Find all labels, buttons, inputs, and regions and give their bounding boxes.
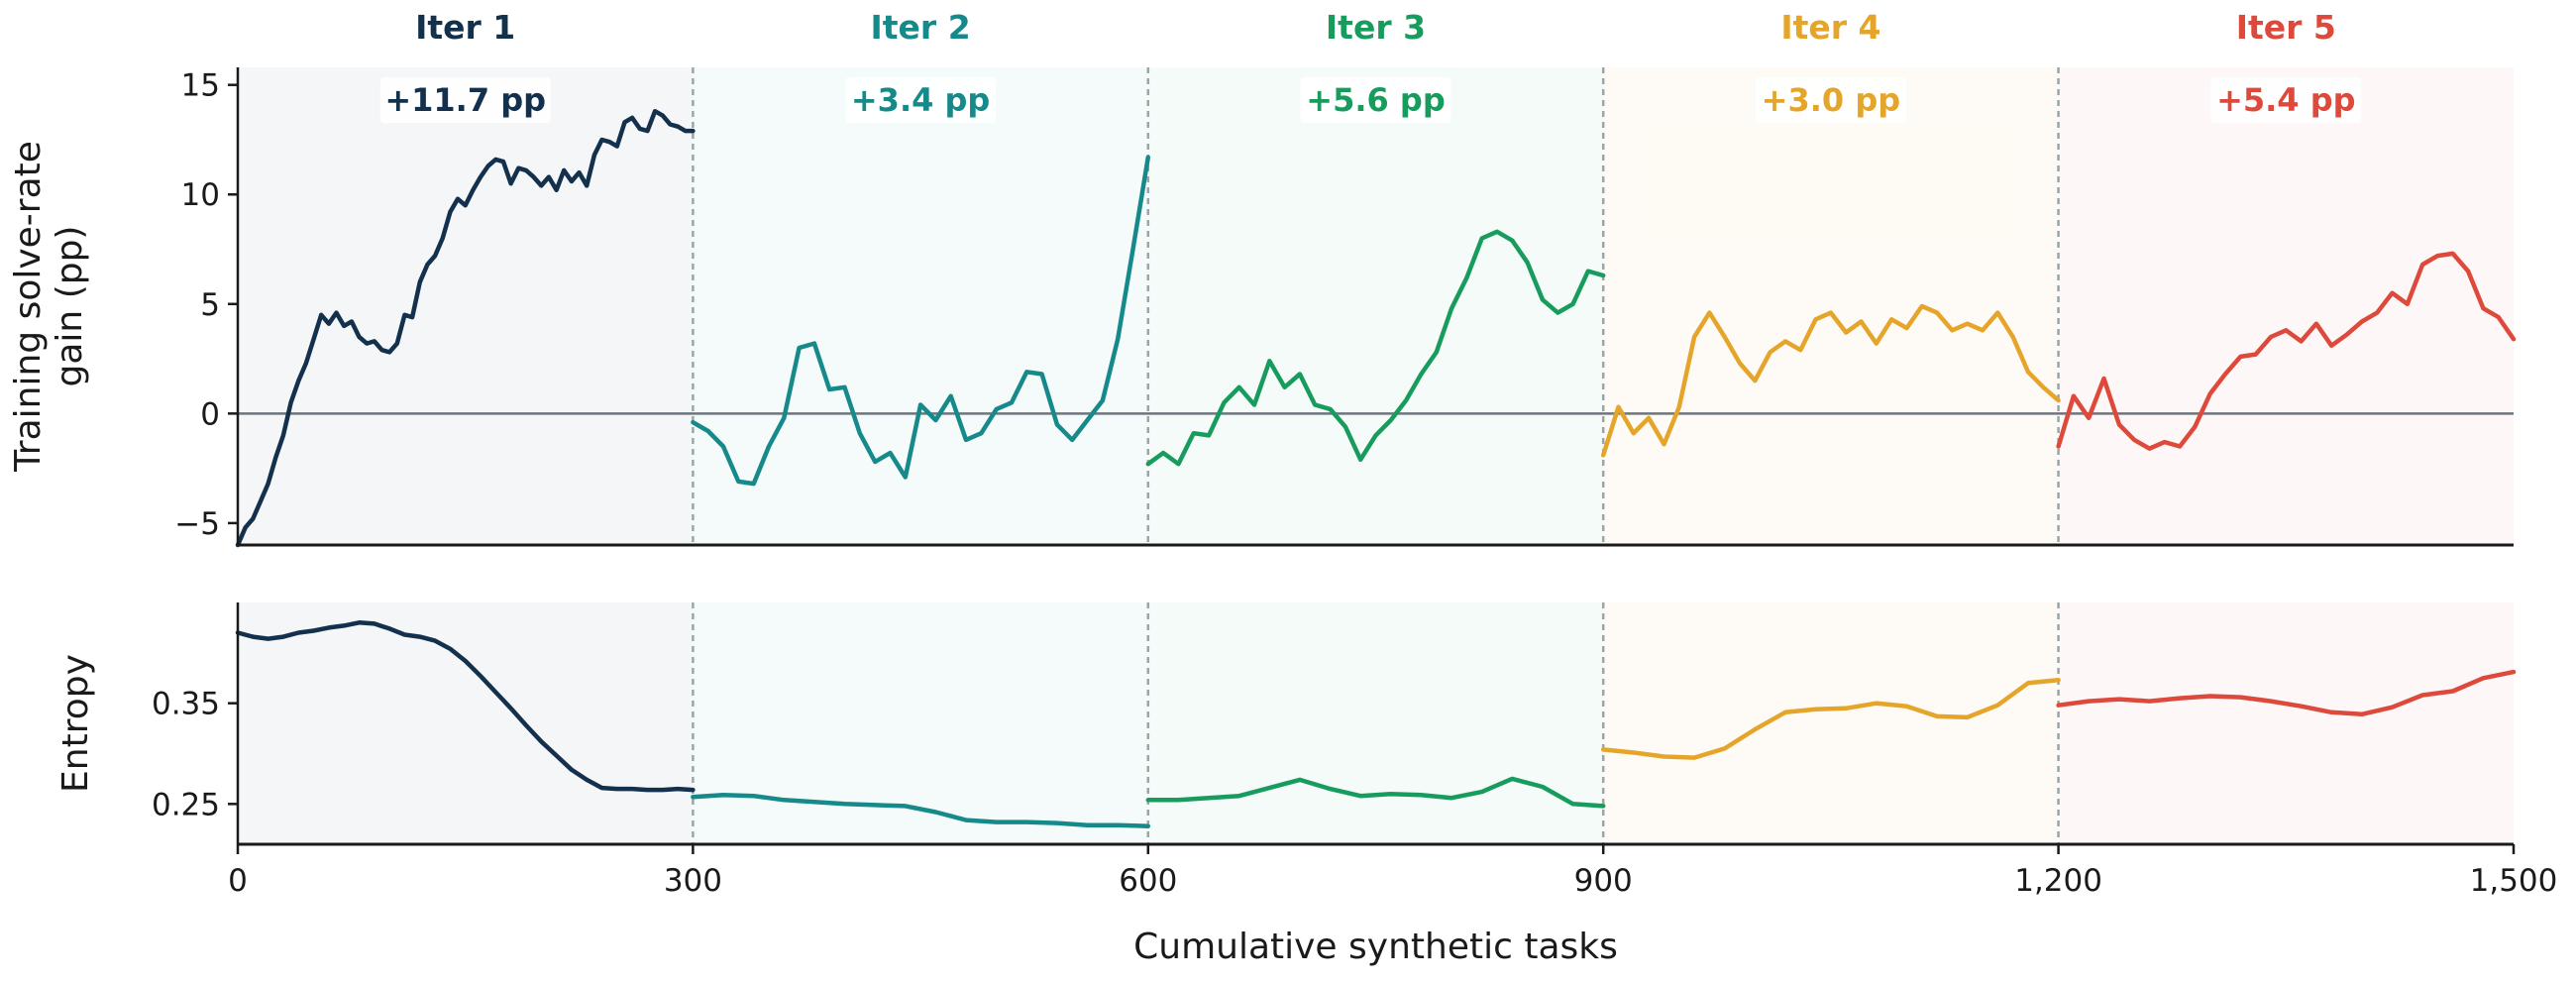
series-line-entropy-iter-3 xyxy=(1145,776,1606,809)
series-line-gain-iter-4 xyxy=(1600,303,2061,458)
y-tick-label: 15 xyxy=(181,68,220,104)
iteration-title: Iter 3 xyxy=(1326,8,1426,47)
series-line-entropy-iter-1 xyxy=(235,620,696,793)
iteration-band xyxy=(2058,602,2514,844)
gain-label: +3.0 pp xyxy=(1762,81,1900,119)
series-line-entropy-iter-4 xyxy=(1600,678,2061,760)
iteration-band xyxy=(1603,67,2059,545)
x-tick-label: 0 xyxy=(228,863,248,899)
gain-label-box xyxy=(2210,77,2362,123)
y-tick-label: 0.25 xyxy=(152,787,220,822)
iteration-title: Iter 4 xyxy=(1780,8,1880,47)
x-axis-title: Cumulative synthetic tasks xyxy=(1133,927,1618,967)
iteration-band xyxy=(238,67,694,545)
y-tick-label: 5 xyxy=(200,287,220,323)
y-axis-title: gain (pp) xyxy=(50,226,90,387)
x-tick-label: 1,500 xyxy=(2470,863,2558,899)
iteration-band xyxy=(693,67,1148,545)
series-line-gain-iter-3 xyxy=(1145,229,1606,467)
gain-label: +5.4 pp xyxy=(2216,81,2355,119)
iteration-title: Iter 1 xyxy=(415,8,515,47)
x-tick-label: 900 xyxy=(1574,863,1633,899)
series-line-gain-iter-2 xyxy=(691,155,1151,487)
series-line-entropy-iter-5 xyxy=(2056,669,2517,717)
iteration-band xyxy=(693,602,1148,844)
y-axis-title: Training solve-rate xyxy=(8,141,49,473)
x-tick-label: 600 xyxy=(1119,863,1177,899)
series-line-gain-iter-1 xyxy=(235,108,696,548)
iteration-band xyxy=(1603,602,2059,844)
y-tick-label: 0 xyxy=(200,396,220,432)
gain-label-box xyxy=(379,77,551,123)
series-line-entropy-iter-2 xyxy=(691,792,1151,828)
gain-label: +5.6 pp xyxy=(1306,81,1445,119)
x-tick-label: 300 xyxy=(664,863,722,899)
gain-label: +11.7 pp xyxy=(384,81,546,119)
iteration-band xyxy=(238,602,694,844)
iteration-band xyxy=(1147,602,1604,844)
y-axis-title: Entropy xyxy=(55,654,96,793)
series-line-gain-iter-5 xyxy=(2056,251,2517,451)
y-tick-label: 10 xyxy=(181,177,220,213)
gain-label-box xyxy=(845,77,997,123)
iteration-title: Iter 2 xyxy=(871,8,971,47)
gain-label-box xyxy=(1300,77,1451,123)
gain-label-box xyxy=(1755,77,1906,123)
iteration-band xyxy=(1147,67,1604,545)
y-tick-label: 0.35 xyxy=(152,687,220,722)
gain-label: +3.4 pp xyxy=(851,81,990,119)
iteration-title: Iter 5 xyxy=(2236,8,2336,47)
iteration-band xyxy=(2058,67,2514,545)
x-tick-label: 1,200 xyxy=(2014,863,2102,899)
y-tick-label: −5 xyxy=(174,506,220,542)
